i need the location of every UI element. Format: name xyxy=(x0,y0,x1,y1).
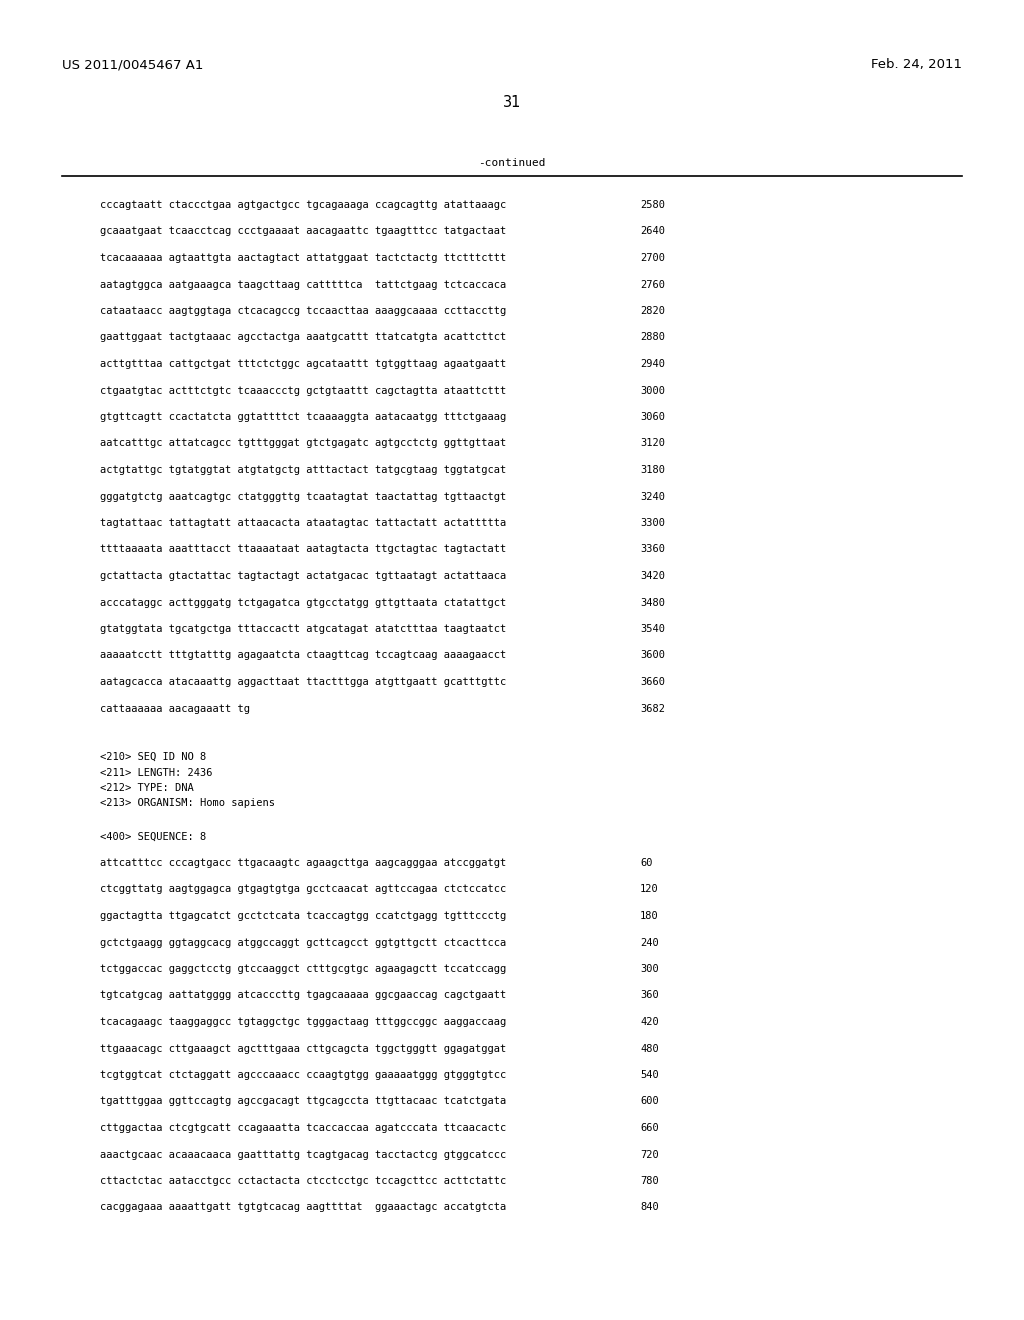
Text: 420: 420 xyxy=(640,1016,658,1027)
Text: 120: 120 xyxy=(640,884,658,895)
Text: 3120: 3120 xyxy=(640,438,665,449)
Text: 600: 600 xyxy=(640,1097,658,1106)
Text: gaattggaat tactgtaaac agcctactga aaatgcattt ttatcatgta acattcttct: gaattggaat tactgtaaac agcctactga aaatgca… xyxy=(100,333,506,342)
Text: cttggactaa ctcgtgcatt ccagaaatta tcaccaccaa agatcccata ttcaacactc: cttggactaa ctcgtgcatt ccagaaatta tcaccac… xyxy=(100,1123,506,1133)
Text: tctggaccac gaggctcctg gtccaaggct ctttgcgtgc agaagagctt tccatccagg: tctggaccac gaggctcctg gtccaaggct ctttgcg… xyxy=(100,964,506,974)
Text: 720: 720 xyxy=(640,1150,658,1159)
Text: 2880: 2880 xyxy=(640,333,665,342)
Text: 3682: 3682 xyxy=(640,704,665,714)
Text: 3360: 3360 xyxy=(640,544,665,554)
Text: 2820: 2820 xyxy=(640,306,665,315)
Text: <400> SEQUENCE: 8: <400> SEQUENCE: 8 xyxy=(100,832,206,842)
Text: 180: 180 xyxy=(640,911,658,921)
Text: tgtcatgcag aattatgggg atcacccttg tgagcaaaaa ggcgaaccag cagctgaatt: tgtcatgcag aattatgggg atcacccttg tgagcaa… xyxy=(100,990,506,1001)
Text: 780: 780 xyxy=(640,1176,658,1185)
Text: 240: 240 xyxy=(640,937,658,948)
Text: Feb. 24, 2011: Feb. 24, 2011 xyxy=(871,58,962,71)
Text: <213> ORGANISM: Homo sapiens: <213> ORGANISM: Homo sapiens xyxy=(100,799,275,808)
Text: gctattacta gtactattac tagtactagt actatgacac tgttaatagt actattaaca: gctattacta gtactattac tagtactagt actatga… xyxy=(100,572,506,581)
Text: 480: 480 xyxy=(640,1044,658,1053)
Text: US 2011/0045467 A1: US 2011/0045467 A1 xyxy=(62,58,204,71)
Text: gctctgaagg ggtaggcacg atggccaggt gcttcagcct ggtgttgctt ctcacttcca: gctctgaagg ggtaggcacg atggccaggt gcttcag… xyxy=(100,937,506,948)
Text: 2760: 2760 xyxy=(640,280,665,289)
Text: 660: 660 xyxy=(640,1123,658,1133)
Text: 360: 360 xyxy=(640,990,658,1001)
Text: <210> SEQ ID NO 8: <210> SEQ ID NO 8 xyxy=(100,752,206,762)
Text: 540: 540 xyxy=(640,1071,658,1080)
Text: aatcatttgc attatcagcc tgtttgggat gtctgagatc agtgcctctg ggttgttaat: aatcatttgc attatcagcc tgtttgggat gtctgag… xyxy=(100,438,506,449)
Text: 3660: 3660 xyxy=(640,677,665,686)
Text: ctcggttatg aagtggagca gtgagtgtga gcctcaacat agttccagaa ctctccatcc: ctcggttatg aagtggagca gtgagtgtga gcctcaa… xyxy=(100,884,506,895)
Text: 31: 31 xyxy=(503,95,521,110)
Text: 300: 300 xyxy=(640,964,658,974)
Text: aatagtggca aatgaaagca taagcttaag catttttca  tattctgaag tctcaccaca: aatagtggca aatgaaagca taagcttaag cattttt… xyxy=(100,280,506,289)
Text: cacggagaaa aaaattgatt tgtgtcacag aagttttat  ggaaactagc accatgtcta: cacggagaaa aaaattgatt tgtgtcacag aagtttt… xyxy=(100,1203,506,1213)
Text: 840: 840 xyxy=(640,1203,658,1213)
Text: 3540: 3540 xyxy=(640,624,665,634)
Text: aaactgcaac acaaacaaca gaatttattg tcagtgacag tacctactcg gtggcatccc: aaactgcaac acaaacaaca gaatttattg tcagtga… xyxy=(100,1150,506,1159)
Text: 3060: 3060 xyxy=(640,412,665,422)
Text: gtatggtata tgcatgctga tttaccactt atgcatagat atatctttaa taagtaatct: gtatggtata tgcatgctga tttaccactt atgcata… xyxy=(100,624,506,634)
Text: 3600: 3600 xyxy=(640,651,665,660)
Text: <211> LENGTH: 2436: <211> LENGTH: 2436 xyxy=(100,767,213,777)
Text: acccataggc acttgggatg tctgagatca gtgcctatgg gttgttaata ctatattgct: acccataggc acttgggatg tctgagatca gtgccta… xyxy=(100,598,506,607)
Text: 3180: 3180 xyxy=(640,465,665,475)
Text: 2940: 2940 xyxy=(640,359,665,370)
Text: 2640: 2640 xyxy=(640,227,665,236)
Text: actgtattgc tgtatggtat atgtatgctg atttactact tatgcgtaag tggtatgcat: actgtattgc tgtatggtat atgtatgctg atttact… xyxy=(100,465,506,475)
Text: 60: 60 xyxy=(640,858,652,869)
Text: ctgaatgtac actttctgtc tcaaaccctg gctgtaattt cagctagtta ataattcttt: ctgaatgtac actttctgtc tcaaaccctg gctgtaa… xyxy=(100,385,506,396)
Text: 3420: 3420 xyxy=(640,572,665,581)
Text: acttgtttaa cattgctgat tttctctggc agcataattt tgtggttaag agaatgaatt: acttgtttaa cattgctgat tttctctggc agcataa… xyxy=(100,359,506,370)
Text: cattaaaaaa aacagaaatt tg: cattaaaaaa aacagaaatt tg xyxy=(100,704,250,714)
Text: cccagtaatt ctaccctgaa agtgactgcc tgcagaaaga ccagcagttg atattaaagc: cccagtaatt ctaccctgaa agtgactgcc tgcagaa… xyxy=(100,201,506,210)
Text: 2700: 2700 xyxy=(640,253,665,263)
Text: tgatttggaa ggttccagtg agccgacagt ttgcagccta ttgttacaac tcatctgata: tgatttggaa ggttccagtg agccgacagt ttgcagc… xyxy=(100,1097,506,1106)
Text: tcgtggtcat ctctaggatt agcccaaacc ccaagtgtgg gaaaaatggg gtgggtgtcc: tcgtggtcat ctctaggatt agcccaaacc ccaagtg… xyxy=(100,1071,506,1080)
Text: aaaaatcctt tttgtatttg agagaatcta ctaagttcag tccagtcaag aaaagaacct: aaaaatcctt tttgtatttg agagaatcta ctaagtt… xyxy=(100,651,506,660)
Text: tcacagaagc taaggaggcc tgtaggctgc tgggactaag tttggccggc aaggaccaag: tcacagaagc taaggaggcc tgtaggctgc tgggact… xyxy=(100,1016,506,1027)
Text: ggactagtta ttgagcatct gcctctcata tcaccagtgg ccatctgagg tgtttccctg: ggactagtta ttgagcatct gcctctcata tcaccag… xyxy=(100,911,506,921)
Text: aatagcacca atacaaattg aggacttaat ttactttgga atgttgaatt gcatttgttc: aatagcacca atacaaattg aggacttaat ttacttt… xyxy=(100,677,506,686)
Text: -continued: -continued xyxy=(478,158,546,168)
Text: tcacaaaaaa agtaattgta aactagtact attatggaat tactctactg ttctttcttt: tcacaaaaaa agtaattgta aactagtact attatgg… xyxy=(100,253,506,263)
Text: ttttaaaata aaatttacct ttaaaataat aatagtacta ttgctagtac tagtactatt: ttttaaaata aaatttacct ttaaaataat aatagta… xyxy=(100,544,506,554)
Text: 3240: 3240 xyxy=(640,491,665,502)
Text: cttactctac aatacctgcc cctactacta ctcctcctgc tccagcttcc acttctattc: cttactctac aatacctgcc cctactacta ctcctcc… xyxy=(100,1176,506,1185)
Text: ttgaaacagc cttgaaagct agctttgaaa cttgcagcta tggctgggtt ggagatggat: ttgaaacagc cttgaaagct agctttgaaa cttgcag… xyxy=(100,1044,506,1053)
Text: attcatttcc cccagtgacc ttgacaagtc agaagcttga aagcagggaa atccggatgt: attcatttcc cccagtgacc ttgacaagtc agaagct… xyxy=(100,858,506,869)
Text: 3000: 3000 xyxy=(640,385,665,396)
Text: 3300: 3300 xyxy=(640,517,665,528)
Text: cataataacc aagtggtaga ctcacagccg tccaacttaa aaaggcaaaa ccttaccttg: cataataacc aagtggtaga ctcacagccg tccaact… xyxy=(100,306,506,315)
Text: gtgttcagtt ccactatcta ggtattttct tcaaaaggta aatacaatgg tttctgaaag: gtgttcagtt ccactatcta ggtattttct tcaaaag… xyxy=(100,412,506,422)
Text: 2580: 2580 xyxy=(640,201,665,210)
Text: 3480: 3480 xyxy=(640,598,665,607)
Text: gcaaatgaat tcaacctcag ccctgaaaat aacagaattc tgaagtttcc tatgactaat: gcaaatgaat tcaacctcag ccctgaaaat aacagaa… xyxy=(100,227,506,236)
Text: gggatgtctg aaatcagtgc ctatgggttg tcaatagtat taactattag tgttaactgt: gggatgtctg aaatcagtgc ctatgggttg tcaatag… xyxy=(100,491,506,502)
Text: tagtattaac tattagtatt attaacacta ataatagtac tattactatt actattttta: tagtattaac tattagtatt attaacacta ataatag… xyxy=(100,517,506,528)
Text: <212> TYPE: DNA: <212> TYPE: DNA xyxy=(100,783,194,793)
